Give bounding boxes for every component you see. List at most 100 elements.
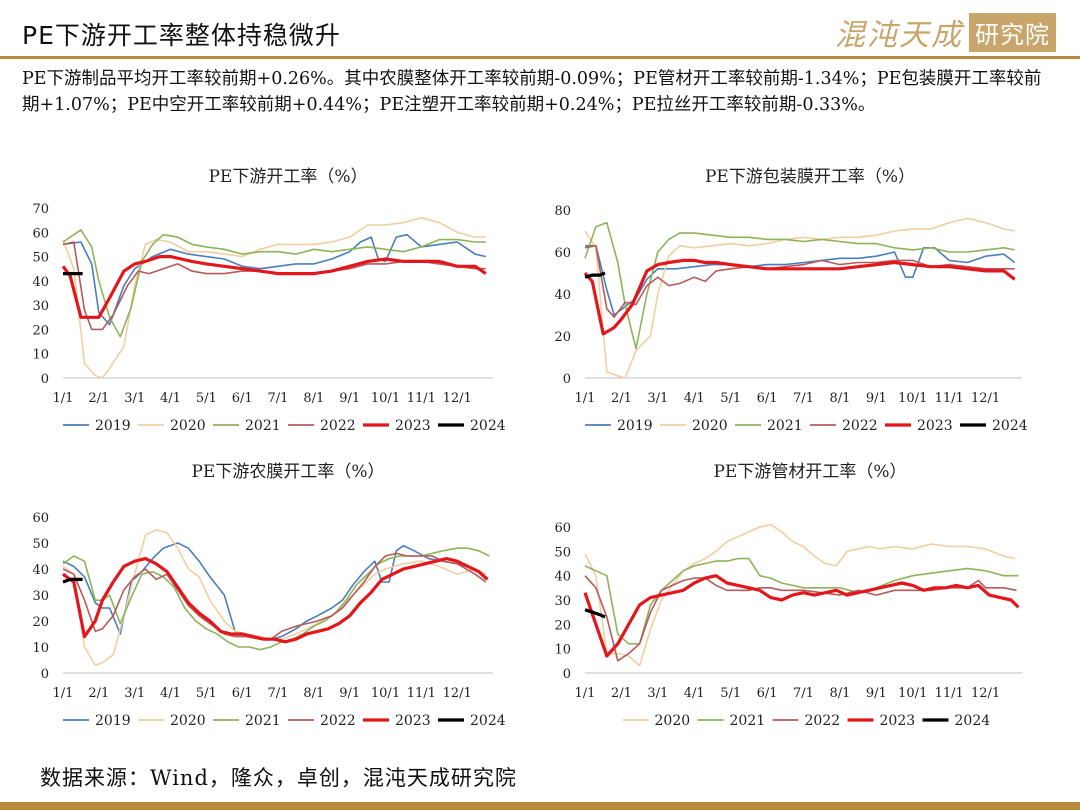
legend-label-2020: 2020 [170, 418, 206, 434]
legend-label-2024: 2024 [470, 713, 506, 729]
series-line-2022 [584, 575, 1017, 662]
x-tick-label: 3/1 [124, 391, 145, 406]
x-tick-label: 8/1 [303, 391, 324, 406]
y-tick-label: 50 [32, 537, 49, 552]
x-tick-label: 1/1 [53, 391, 74, 406]
legend-label-2024: 2024 [955, 713, 991, 729]
y-tick-label: 20 [32, 615, 49, 630]
x-tick-label: 11/1 [935, 391, 964, 406]
chart-pipe: PE下游管材开工率（%） 0 10 20 30 40 50 60 1/1 2/1 3/1 4/1 5/1… [554, 462, 1022, 729]
y-tick-label: 0 [563, 372, 571, 387]
header-divider [0, 56, 1080, 59]
y-tick-label: 60 [554, 521, 571, 536]
brand-logo: 混沌天成 研究院 [835, 10, 1056, 54]
x-tick-label: 10/1 [898, 391, 927, 406]
series-line-2020 [584, 217, 1015, 379]
legend-label-2019: 2019 [617, 418, 653, 434]
x-tick-label: 6/1 [232, 686, 253, 701]
y-tick-label: 10 [32, 641, 49, 656]
series-line-2023 [61, 255, 487, 319]
legend-label-2021: 2021 [730, 713, 766, 729]
legend-label-2023: 2023 [395, 713, 431, 729]
x-tick-label: 1/1 [575, 391, 596, 406]
x-tick-label: 7/1 [268, 686, 289, 701]
series-line-2024 [584, 271, 606, 279]
x-tick-label: 11/1 [407, 391, 436, 406]
x-tick-label: 9/1 [866, 391, 887, 406]
x-tick-label: 8/1 [303, 686, 324, 701]
x-tick-label: 6/1 [757, 391, 778, 406]
legend-label-2020: 2020 [655, 713, 691, 729]
x-tick-label: 12/1 [971, 686, 1000, 701]
x-tick-label: 1/1 [575, 686, 596, 701]
legend-label-2023: 2023 [395, 418, 431, 434]
x-tick-label: 6/1 [757, 686, 778, 701]
y-tick-label: 10 [554, 643, 571, 658]
x-tick-label: 4/1 [684, 686, 705, 701]
y-tick-label: 20 [554, 618, 571, 633]
y-tick-label: 20 [32, 323, 49, 338]
page-title: PE下游开工率整体持稳微升 [22, 21, 341, 50]
y-tick-label: 0 [41, 372, 49, 387]
y-tick-label: 30 [32, 589, 49, 604]
legend-label-2019: 2019 [95, 418, 131, 434]
y-tick-label: 40 [32, 563, 49, 578]
x-tick-label: 12/1 [443, 686, 472, 701]
legend-label-2021: 2021 [767, 418, 803, 434]
chart-packaging-film: PE下游包装膜开工率（%） 0 20 40 60 80 1/1 2/1 3/1 4/1 5/1 6/1… [554, 167, 1027, 434]
y-tick-label: 40 [32, 275, 49, 290]
x-tick-label: 3/1 [647, 391, 668, 406]
chart-title: PE下游农膜开工率（%） [191, 462, 384, 482]
legend-label-2021: 2021 [245, 713, 281, 729]
y-tick-label: 0 [41, 667, 49, 682]
x-tick-label: 3/1 [124, 686, 145, 701]
x-tick-label: 4/1 [684, 391, 705, 406]
x-tick-label: 5/1 [720, 391, 741, 406]
y-tick-label: 40 [554, 570, 571, 585]
x-tick-label: 3/1 [647, 686, 668, 701]
x-tick-label: 2/1 [611, 686, 632, 701]
legend-label-2020: 2020 [692, 418, 728, 434]
x-tick-label: 7/1 [268, 391, 289, 406]
y-tick-label: 30 [554, 594, 571, 609]
series-line-2019 [62, 233, 486, 326]
legend-label-2022: 2022 [842, 418, 878, 434]
chart-title: PE下游开工率（%） [208, 167, 367, 187]
x-tick-label: 12/1 [971, 391, 1000, 406]
x-tick-label: 5/1 [196, 686, 217, 701]
legend-label-2022: 2022 [805, 713, 841, 729]
legend-label-2023: 2023 [917, 418, 953, 434]
x-tick-label: 5/1 [720, 686, 741, 701]
series-line-2021 [62, 229, 486, 338]
x-tick-label: 10/1 [898, 686, 927, 701]
y-tick-label: 50 [554, 545, 571, 560]
series-line-2020 [584, 523, 1015, 667]
y-tick-label: 30 [32, 299, 49, 314]
y-tick-label: 40 [554, 288, 571, 303]
x-tick-label: 11/1 [935, 686, 964, 701]
x-tick-label: 8/1 [829, 391, 850, 406]
x-tick-label: 7/1 [793, 391, 814, 406]
legend-label-2022: 2022 [320, 418, 356, 434]
y-tick-label: 70 [32, 202, 49, 217]
x-tick-label: 12/1 [443, 391, 472, 406]
x-tick-label: 1/1 [53, 686, 74, 701]
series-line-2023 [583, 574, 1020, 658]
x-tick-label: 5/1 [196, 391, 217, 406]
y-tick-label: 10 [32, 348, 49, 363]
data-source: 数据来源：Wind，隆众，卓创，混沌天成研究院 [40, 766, 517, 790]
chart-agricultural-film: PE下游农膜开工率（%） 0 10 20 30 40 50 60 1/1 2/1 3/1 4/1 5/1… [32, 462, 506, 729]
x-tick-label: 9/1 [339, 686, 360, 701]
series-line-2021 [584, 221, 1015, 350]
series-line-2023 [583, 258, 1016, 336]
chart-title: PE下游包装膜开工率（%） [705, 167, 915, 187]
series-line-2020 [62, 216, 486, 379]
y-tick-label: 60 [554, 246, 571, 261]
x-tick-label: 10/1 [371, 391, 400, 406]
x-tick-label: 11/1 [407, 686, 436, 701]
y-tick-label: 60 [32, 511, 49, 526]
chart-pe-downstream: PE下游开工率（%） 0 10 20 30 40 50 60 70 1/1 2/1 3/1 4/1 5/1… [32, 167, 506, 434]
legend-label-2020: 2020 [170, 713, 206, 729]
legend-label-2024: 2024 [470, 418, 506, 434]
series-line-2019 [62, 542, 487, 640]
